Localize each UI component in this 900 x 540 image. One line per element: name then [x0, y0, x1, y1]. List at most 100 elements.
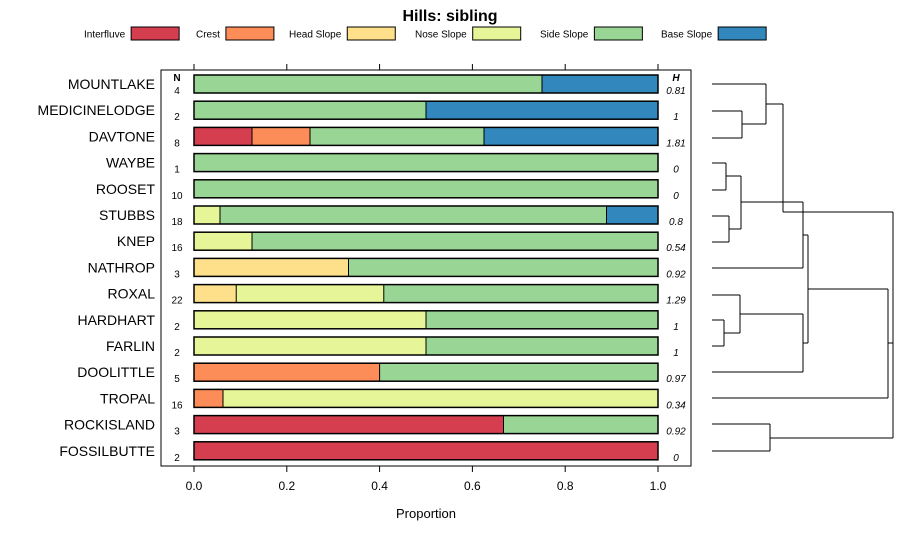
row-h-value: 0.92 — [666, 427, 686, 438]
bar-segment — [252, 127, 310, 146]
row-label: DAVTONE — [89, 128, 155, 144]
bar-segment — [310, 127, 484, 146]
bar-segment — [194, 415, 504, 434]
row-h-value: 0 — [673, 191, 679, 202]
legend-swatch — [346, 26, 396, 41]
x-axis-title: Proportion — [396, 506, 456, 521]
bar-segment — [194, 337, 426, 355]
row-label: ROXAL — [108, 286, 156, 302]
row-n-value: 2 — [174, 322, 180, 333]
row-n-value: 3 — [174, 269, 180, 280]
bar-outline — [193, 179, 659, 199]
bar-segment — [426, 310, 658, 329]
legend-swatch — [225, 26, 275, 41]
dendrogram — [712, 83, 894, 452]
bar-outline — [193, 441, 659, 461]
bar-segment — [348, 258, 658, 277]
bar-segment — [194, 232, 252, 251]
bar-segment — [379, 363, 658, 382]
bar-segment — [252, 232, 658, 251]
bar-outline — [193, 74, 659, 94]
bar-segment — [194, 153, 658, 172]
legend-swatch — [472, 26, 522, 41]
legend-label: Nose Slope — [415, 30, 467, 41]
row-h-value: 0.34 — [666, 400, 686, 411]
row-h-value: 1.81 — [666, 138, 685, 149]
bar-segment — [194, 284, 237, 303]
bar-segment — [542, 75, 658, 93]
bar-segment — [219, 206, 607, 224]
bar-segment — [426, 337, 658, 355]
chart-title: Hills: sibling — [402, 8, 497, 25]
bar-outline — [193, 283, 659, 304]
bar-segment — [194, 206, 220, 224]
bar-outline — [193, 231, 659, 251]
row-n-value: 8 — [174, 138, 180, 149]
row-label: FARLIN — [106, 338, 155, 354]
x-tick-label: 0.4 — [371, 479, 388, 493]
row-label: STUBBS — [99, 207, 155, 223]
h-column-header: H — [672, 73, 680, 84]
row-n-value: 16 — [171, 400, 183, 411]
row-n-value: 18 — [171, 217, 183, 228]
row-n-value: 5 — [174, 374, 180, 385]
row-h-value: 0.54 — [666, 243, 686, 254]
row-n-value: 22 — [171, 296, 183, 307]
row-label: TROPAL — [100, 390, 155, 406]
legend-label: Base Slope — [661, 30, 713, 41]
legend: Interfluve Crest Head Slope Nose Slope Side … — [84, 26, 767, 41]
x-tick-label: 0.8 — [557, 479, 574, 493]
bar-outline — [193, 362, 659, 382]
legend-swatch — [717, 26, 767, 41]
bar-segment — [194, 101, 426, 120]
bar-outline — [193, 100, 659, 120]
row-h-value: 0.92 — [666, 269, 686, 280]
bar-segment — [606, 206, 658, 224]
row-n-value: 2 — [174, 112, 180, 123]
bar-outline — [193, 152, 659, 173]
bar-segment — [503, 415, 658, 434]
legend-label: Head Slope — [289, 30, 342, 41]
bar-segment — [194, 363, 380, 382]
bar-segment — [484, 127, 658, 146]
row-label: DOOLITTLE — [77, 364, 155, 380]
x-tick-label: 0.2 — [278, 479, 295, 493]
row-label: ROCKISLAND — [64, 417, 155, 433]
row-n-value: 3 — [174, 427, 180, 438]
bar-segment — [194, 389, 223, 408]
bar-segment — [194, 441, 658, 460]
bar-segment — [426, 101, 658, 120]
dendrogram-branch — [712, 162, 808, 269]
row-label: WAYBE — [106, 155, 155, 171]
row-label: NATHROP — [88, 259, 155, 275]
plot-frame — [160, 69, 692, 467]
bar-outline — [193, 336, 659, 356]
dendrogram-branch — [712, 212, 894, 452]
legend-label: Crest — [196, 30, 220, 41]
bar-segment — [194, 310, 426, 329]
legend-label: Side Slope — [540, 30, 589, 41]
row-h-value: 1 — [673, 348, 679, 359]
bar-outline — [193, 388, 659, 409]
x-tick-label: 1.0 — [650, 479, 667, 493]
row-h-value: 0.81 — [666, 86, 685, 97]
row-n-value: 1 — [174, 165, 180, 176]
bar-segment — [236, 284, 384, 303]
row-h-value: 1.29 — [666, 296, 686, 307]
row-n-value: 2 — [174, 348, 180, 359]
bar-outline — [193, 126, 659, 147]
row-label: KNEP — [117, 233, 155, 249]
legend-label: Interfluve — [84, 30, 126, 41]
row-n-value: 4 — [174, 86, 180, 97]
row-h-value: 0 — [673, 165, 679, 176]
row-label: HARDHART — [77, 312, 155, 328]
x-tick-label: 0.0 — [186, 479, 203, 493]
row-n-value: 16 — [171, 243, 183, 254]
n-column-header: N — [173, 73, 180, 84]
bar-outline — [193, 205, 659, 225]
bar-outline — [193, 414, 659, 435]
row-label: ROOSET — [96, 181, 156, 197]
legend-swatch — [130, 26, 180, 41]
bar-outline — [193, 257, 659, 278]
